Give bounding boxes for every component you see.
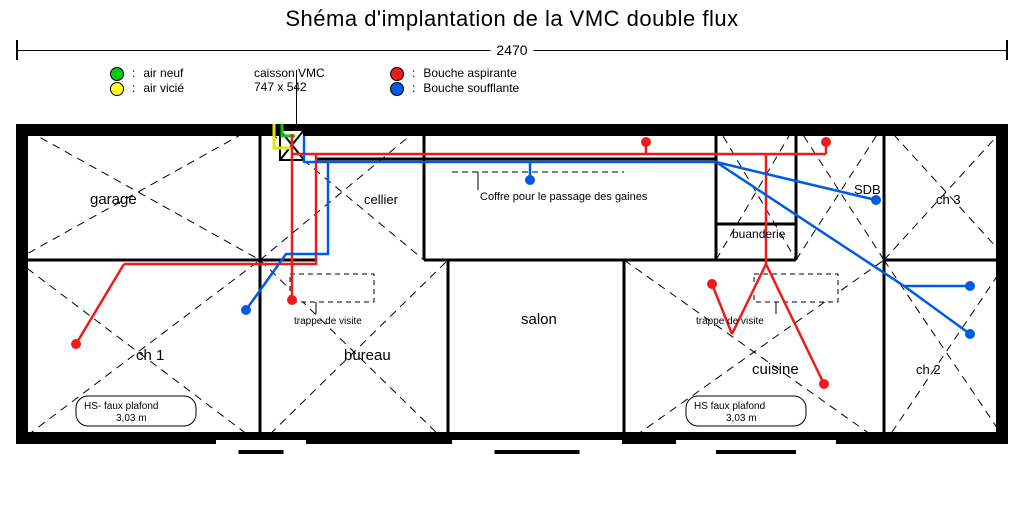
bouche-aspirante (819, 379, 829, 389)
room-label: garage (90, 191, 137, 208)
note-trappe: trappe de visite (294, 316, 362, 327)
legend-left: :air neuf :air vicié (110, 66, 184, 96)
legend-dot-soufflante (390, 82, 404, 96)
dimension-label: 2470 (490, 42, 533, 58)
caisson-label: caisson VMC 747 x 542 (254, 66, 325, 94)
room-label: cellier (364, 192, 399, 207)
room-label: cuisine (752, 361, 799, 378)
svg-text:HS- faux plafond: HS- faux plafond (84, 401, 159, 412)
bouche-soufflante (525, 175, 535, 185)
floor-plan: garage cellier SDB ch 3 buanderie ch 1 bureau s… (16, 124, 1008, 464)
diagram-root: Shéma d'implantation de la VMC double fl… (0, 0, 1024, 520)
bouche-aspirante (71, 339, 81, 349)
room-label: bureau (344, 347, 391, 364)
room-label: SDB (854, 182, 881, 197)
legend-dot-aspirante (390, 67, 404, 81)
legend-dot-air-neuf (110, 67, 124, 81)
room-label: ch 3 (936, 192, 961, 207)
bouche-soufflante (241, 305, 251, 315)
legend-right: :Bouche aspirante :Bouche soufflante (390, 66, 519, 96)
outer-wall (22, 130, 1002, 438)
room-label: buanderie (732, 227, 786, 241)
room-label: ch 2 (916, 362, 941, 377)
room-label: ch 1 (136, 347, 164, 364)
caisson-leader (296, 70, 297, 128)
bouche-soufflante (965, 329, 975, 339)
bouche-aspirante (821, 137, 831, 147)
note-coffre: Coffre pour le passage des gaines (480, 191, 648, 203)
bouche-aspirante (641, 137, 651, 147)
svg-text:3,03 m: 3,03 m (726, 413, 757, 424)
room-label: salon (521, 311, 557, 328)
svg-text:3,03 m: 3,03 m (116, 413, 147, 424)
bouche-aspirante (707, 279, 717, 289)
bouche-aspirante (287, 295, 297, 305)
svg-text:HS faux plafond: HS faux plafond (694, 401, 765, 412)
note-trappe: trappe de visite (696, 316, 764, 327)
bouche-soufflante (965, 281, 975, 291)
legend-dot-air-vicie (110, 82, 124, 96)
dimension-bar: 2470 (16, 40, 1008, 60)
page-title: Shéma d'implantation de la VMC double fl… (0, 6, 1024, 32)
